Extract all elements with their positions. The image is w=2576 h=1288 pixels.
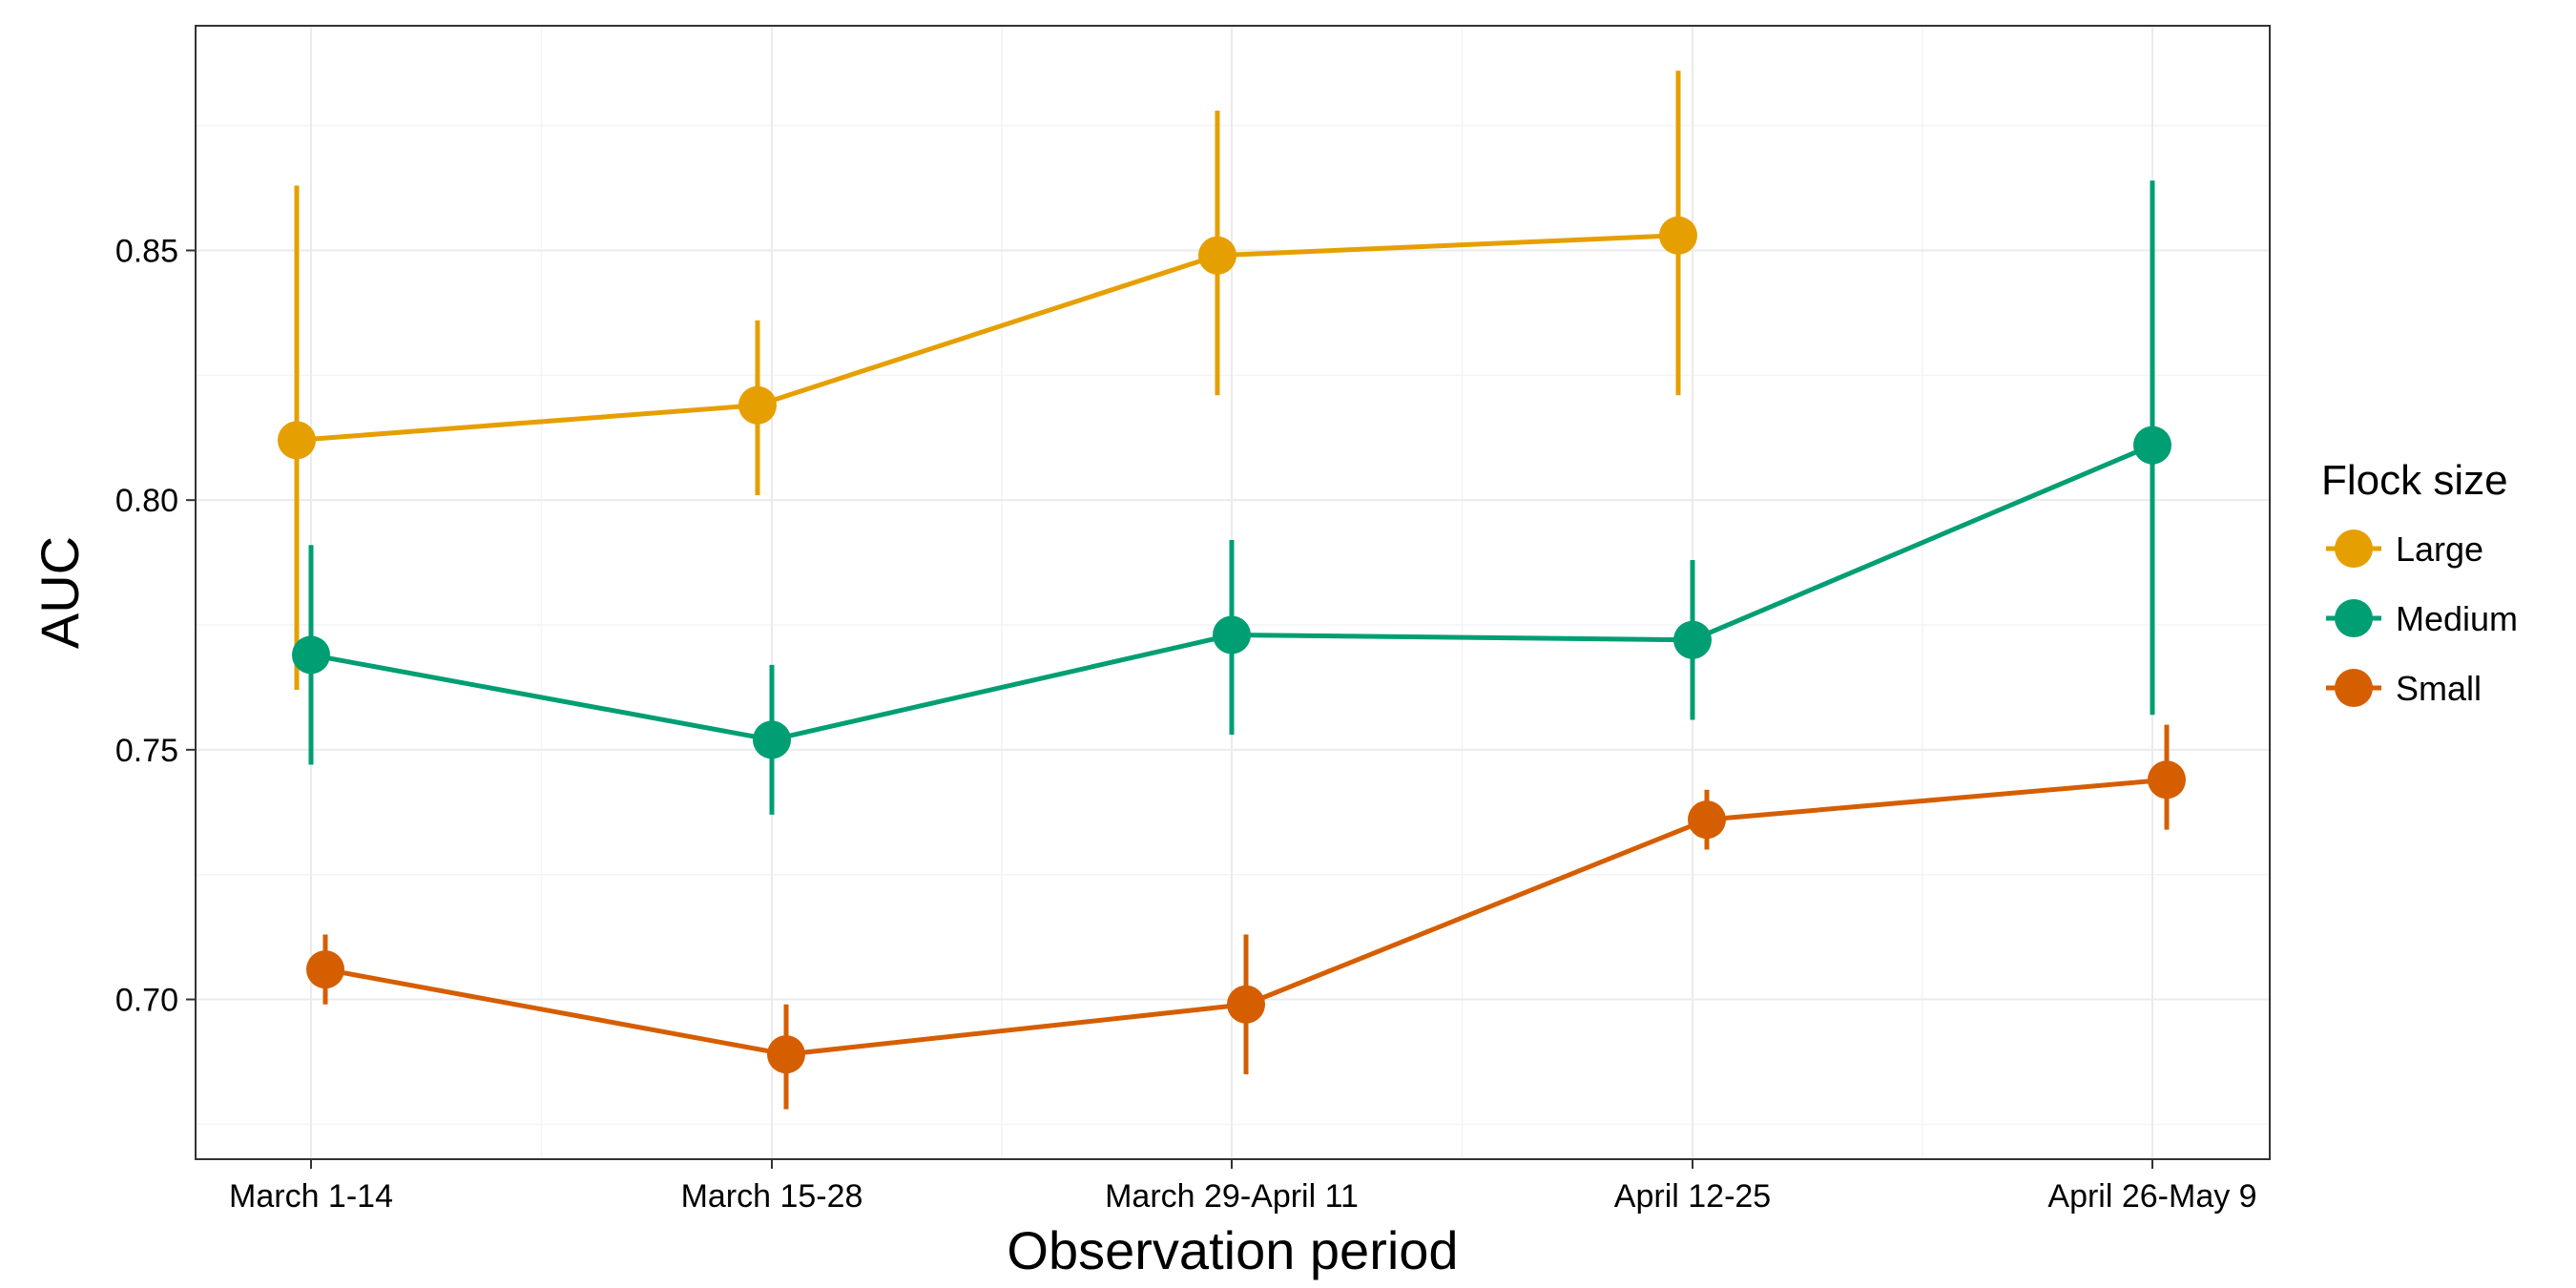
series-medium [292, 180, 2171, 815]
x-tick-label: March 1-14 [229, 1178, 393, 1215]
x-axis-title: Observation period [1007, 1220, 1458, 1280]
data-point [1688, 800, 1726, 840]
data-point [292, 635, 330, 675]
data-point [278, 421, 316, 460]
x-tick-label: April 12-25 [1614, 1178, 1771, 1215]
legend-label: Small [2396, 669, 2482, 708]
y-tick-label: 0.85 [115, 234, 178, 270]
data-point [1198, 236, 1236, 275]
y-axis-title: AUC [30, 536, 90, 649]
data-point [1659, 216, 1697, 255]
data-point [306, 950, 344, 989]
series-layer [278, 71, 2186, 1110]
legend-key-point [2335, 599, 2373, 637]
series-large [278, 71, 1697, 691]
series-small [306, 724, 2186, 1110]
data-point [753, 720, 791, 759]
x-tick-label: March 29-April 11 [1105, 1178, 1359, 1215]
x-tick-label: April 26-May 9 [2047, 1178, 2256, 1215]
data-point [1213, 615, 1251, 654]
legend-item-large: Large [2326, 530, 2483, 569]
legend-label: Large [2396, 530, 2483, 569]
legend-item-medium: Medium [2326, 599, 2518, 638]
y-tick-label: 0.80 [115, 483, 178, 519]
x-tick-label: March 15-28 [681, 1178, 863, 1215]
series-line-large [296, 233, 1679, 443]
y-tick-label: 0.70 [115, 983, 178, 1019]
y-tick-label: 0.75 [115, 733, 178, 769]
axes: 0.70 0.75 0.80 0.85 March 1-14 March 15-28 Mar… [115, 234, 2257, 1215]
legend-key-point [2335, 530, 2373, 568]
legend: Flock size Large Medium Small [2321, 457, 2518, 708]
legend-label: Medium [2396, 599, 2518, 638]
data-point [1227, 985, 1265, 1024]
legend-title: Flock size [2321, 457, 2508, 504]
legend-item-small: Small [2326, 669, 2482, 708]
data-point [1673, 620, 1712, 659]
data-point [738, 385, 777, 425]
data-point [2133, 426, 2171, 465]
legend-key-point [2335, 669, 2373, 707]
data-point [767, 1035, 805, 1074]
data-point [2148, 760, 2186, 800]
